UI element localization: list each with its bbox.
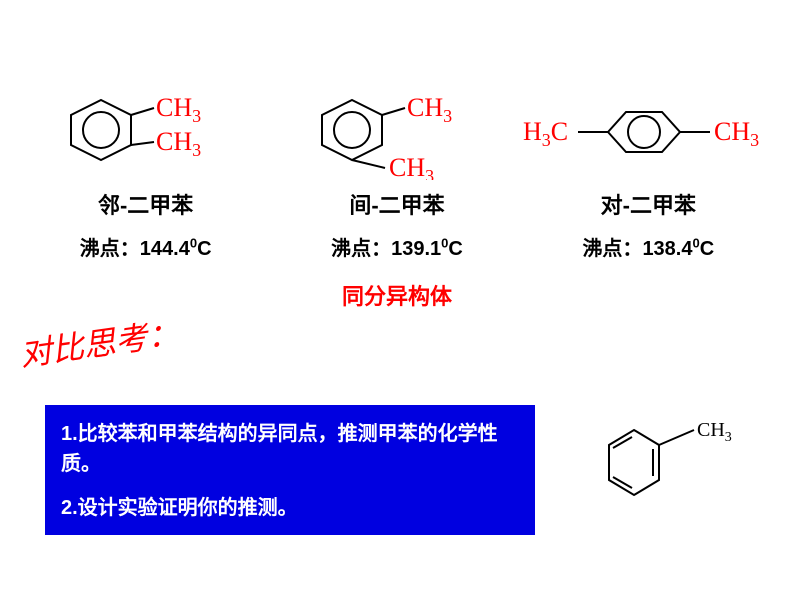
bp-value: 139.1 xyxy=(391,238,441,260)
question-box: 1.比较苯和甲苯结构的异同点，推测甲苯的化学性质。 2.设计实验证明你的推测。 xyxy=(45,405,535,535)
para-structure: H3C CH3 xyxy=(518,90,778,180)
bp-unit: C xyxy=(197,238,211,260)
molecule-para: H3C CH3 对-二甲苯 沸点：138.40C xyxy=(528,90,768,261)
svg-text:CH3: CH3 xyxy=(697,419,732,445)
svg-text:CH3: CH3 xyxy=(714,117,759,150)
c-text: C xyxy=(551,117,568,146)
ch3-sub: 3 xyxy=(192,106,201,126)
ch3-sub: 3 xyxy=(725,430,732,445)
ch3-text: CH xyxy=(714,117,750,146)
molecule-name: 间-二甲苯 xyxy=(349,188,444,220)
h3c-sub: 3 xyxy=(542,130,551,150)
boiling-point: 沸点：144.40C xyxy=(80,232,212,261)
bp-prefix: 沸点： xyxy=(80,238,140,260)
ch3-sub: 3 xyxy=(425,166,434,180)
bp-sup: 0 xyxy=(190,235,197,250)
question-1: 1.比较苯和甲苯结构的异同点，推测甲苯的化学性质。 xyxy=(61,419,519,479)
compare-heading: 对比思考： xyxy=(17,308,182,376)
ch3-text: CH xyxy=(389,153,425,180)
boiling-point: 沸点：139.10C xyxy=(331,232,463,261)
ch3-sub: 3 xyxy=(192,140,201,160)
bp-unit: C xyxy=(448,238,462,260)
ch3-text: CH xyxy=(156,127,192,156)
molecule-ortho: CH3 CH3 邻-二甲苯 沸点：144.40C xyxy=(26,90,266,261)
boiling-point: 沸点：138.40C xyxy=(582,232,714,261)
meta-structure: CH3 CH3 xyxy=(307,90,487,180)
h-text: H xyxy=(523,117,542,146)
ch3-sub: 3 xyxy=(750,130,759,150)
bp-unit: C xyxy=(700,238,714,260)
svg-text:CH3: CH3 xyxy=(389,153,434,180)
question-2: 2.设计实验证明你的推测。 xyxy=(61,493,519,523)
molecules-row: CH3 CH3 邻-二甲苯 沸点：144.40C CH3 CH3 间-二甲苯 沸… xyxy=(0,0,794,261)
molecule-name: 对-二甲苯 xyxy=(601,188,696,220)
svg-text:H3C: H3C xyxy=(523,117,568,150)
svg-text:CH3: CH3 xyxy=(407,93,452,126)
bp-value: 138.4 xyxy=(642,238,692,260)
molecule-meta: CH3 CH3 间-二甲苯 沸点：139.10C xyxy=(277,90,517,261)
ortho-structure: CH3 CH3 xyxy=(56,90,236,180)
molecule-name: 邻-二甲苯 xyxy=(98,188,193,220)
ch3-text: CH xyxy=(697,419,725,441)
ch3-text: CH xyxy=(156,93,192,122)
isomer-label: 同分异构体 xyxy=(0,279,794,311)
svg-text:CH3: CH3 xyxy=(156,127,201,160)
bp-sup: 0 xyxy=(693,235,700,250)
bp-prefix: 沸点： xyxy=(582,238,642,260)
toluene-structure: CH3 xyxy=(594,410,744,540)
svg-text:CH3: CH3 xyxy=(156,93,201,126)
ch3-sub: 3 xyxy=(443,106,452,126)
ch3-text: CH xyxy=(407,93,443,122)
bp-prefix: 沸点： xyxy=(331,238,391,260)
bp-value: 144.4 xyxy=(140,238,190,260)
